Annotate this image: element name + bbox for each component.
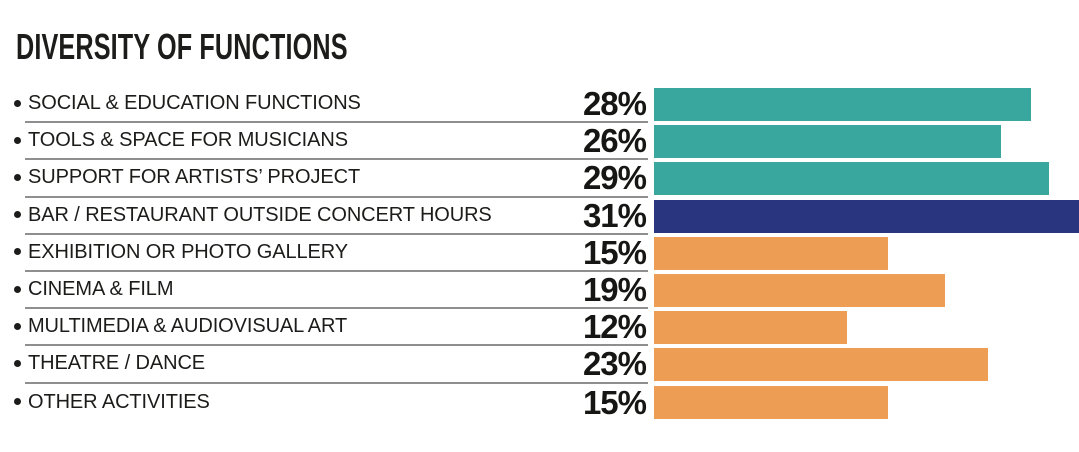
row-label: BAR / RESTAURANT OUTSIDE CONCERT HOURS: [28, 203, 492, 226]
bar: [654, 385, 889, 419]
row-label: TOOLS & SPACE FOR MUSICIANS: [28, 129, 348, 152]
row-label-area: TOOLS & SPACE FOR MUSICIANS 26%: [14, 122, 648, 161]
bar: [654, 125, 1001, 159]
bar: [654, 311, 847, 345]
row-label: OTHER ACTIVITIES: [28, 390, 210, 413]
row-value: 31%: [582, 196, 647, 234]
bullet-icon: [14, 285, 21, 293]
chart-row: OTHER ACTIVITIES 15%: [14, 383, 1079, 421]
bar: [654, 236, 889, 270]
row-label: THEATRE / DANCE: [28, 352, 206, 375]
row-label: CINEMA & FILM: [28, 278, 174, 301]
bullet-icon: [14, 398, 21, 406]
bullet-icon: [14, 136, 21, 144]
bar: [654, 88, 1031, 121]
row-label-area: SUPPORT FOR ARTISTS’ PROJECT 29%: [14, 159, 648, 198]
row-label-area: CINEMA & FILM 19%: [14, 271, 648, 310]
row-label-area: THEATRE / DANCE 23%: [14, 345, 648, 384]
chart-row: SOCIAL & EDUCATION FUNCTIONS 28%: [14, 85, 1079, 124]
bar-track: [654, 86, 1079, 123]
bar-track: [654, 272, 1079, 309]
row-value: 15%: [582, 233, 647, 271]
row-value: 26%: [582, 122, 647, 160]
chart-title: DIVERSITY OF FUNCTIONS: [16, 26, 348, 67]
chart-rows: SOCIAL & EDUCATION FUNCTIONS 28% TOOLS &…: [14, 85, 1079, 421]
chart-row: THEATRE / DANCE 23%: [14, 345, 1079, 384]
bar-track: [654, 235, 1079, 272]
chart-row: EXHIBITION OR PHOTO GALLERY 15%: [14, 233, 1079, 272]
chart-row: BAR / RESTAURANT OUTSIDE CONCERT HOURS 3…: [14, 196, 1079, 235]
bar: [654, 162, 1049, 196]
chart-row: TOOLS & SPACE FOR MUSICIANS 26%: [14, 122, 1079, 161]
row-label-area: BAR / RESTAURANT OUTSIDE CONCERT HOURS 3…: [14, 196, 648, 235]
row-value: 15%: [582, 383, 647, 421]
row-label: SOCIAL & EDUCATION FUNCTIONS: [28, 92, 361, 115]
row-value: 29%: [582, 159, 647, 197]
row-label-area: SOCIAL & EDUCATION FUNCTIONS 28%: [14, 85, 648, 124]
bullet-icon: [14, 322, 21, 330]
bullet-icon: [14, 359, 21, 367]
bullet-icon: [14, 99, 21, 107]
bar: [654, 273, 946, 307]
row-label-area: EXHIBITION OR PHOTO GALLERY 15%: [14, 233, 648, 272]
row-label-area: MULTIMEDIA & AUDIOVISUAL ART 12%: [14, 308, 648, 347]
bar-track: [654, 309, 1079, 346]
chart-row: CINEMA & FILM 19%: [14, 271, 1079, 310]
row-label: EXHIBITION OR PHOTO GALLERY: [28, 240, 348, 263]
bar-track: [654, 384, 1079, 421]
bar-track: [654, 198, 1079, 235]
row-value: 23%: [582, 345, 647, 383]
row-value: 12%: [582, 308, 647, 346]
row-label: MULTIMEDIA & AUDIOVISUAL ART: [28, 315, 348, 338]
bullet-icon: [14, 248, 21, 256]
bar: [654, 348, 989, 382]
bar: [654, 199, 1079, 233]
chart-row: MULTIMEDIA & AUDIOVISUAL ART 12%: [14, 308, 1079, 347]
row-label: SUPPORT FOR ARTISTS’ PROJECT: [28, 166, 361, 189]
bar-track: [654, 346, 1079, 383]
row-label-area: OTHER ACTIVITIES 15%: [14, 383, 648, 421]
row-value: 28%: [582, 85, 647, 123]
bar-track: [654, 123, 1079, 160]
chart-row: SUPPORT FOR ARTISTS’ PROJECT 29%: [14, 159, 1079, 198]
row-value: 19%: [582, 271, 647, 309]
bullet-icon: [14, 211, 21, 219]
bar-track: [654, 160, 1079, 197]
bullet-icon: [14, 173, 21, 181]
